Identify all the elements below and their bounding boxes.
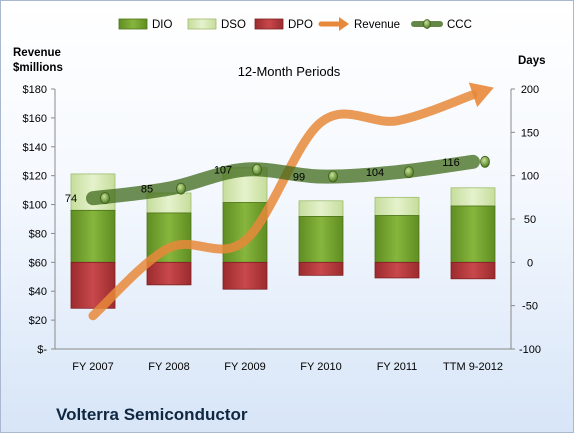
dpo-bar bbox=[146, 261, 192, 286]
right-tick-label: 200 bbox=[521, 84, 539, 96]
right-tick-label: 50 bbox=[524, 214, 536, 226]
ccc-data-label: 116 bbox=[442, 157, 460, 169]
legend-swatch-dio bbox=[118, 18, 148, 30]
left-tick-label: $140 bbox=[23, 142, 47, 154]
chart-title: 12-Month Periods bbox=[238, 64, 341, 79]
left-tick-label: $20 bbox=[29, 315, 47, 327]
left-tick-label: $40 bbox=[29, 286, 47, 298]
left-tick-label: $60 bbox=[29, 257, 47, 269]
revenue-line bbox=[88, 90, 478, 321]
ccc-data-label: 74 bbox=[65, 193, 77, 205]
dio-bar bbox=[70, 209, 116, 263]
x-tick-label: FY 2008 bbox=[148, 361, 189, 373]
company-name: Volterra Semiconductor bbox=[56, 405, 248, 424]
x-axis-labels: FY 2007 FY 2008 FY 2009 FY 2010 FY 2011 TTM 9… bbox=[72, 361, 503, 373]
dpo-bar bbox=[298, 261, 344, 276]
dso-bar bbox=[298, 200, 344, 217]
x-tick-label: FY 2010 bbox=[300, 361, 341, 373]
dio-bar bbox=[374, 215, 420, 263]
right-tick-label: 150 bbox=[521, 127, 539, 139]
left-axis-title-line1: Revenue bbox=[13, 47, 61, 59]
x-tick-label: FY 2011 bbox=[377, 361, 418, 373]
x-tick-label: TTM 9-2012 bbox=[443, 361, 503, 373]
ccc-marker bbox=[100, 192, 110, 205]
dio-bar bbox=[298, 215, 344, 263]
x-tick-label: FY 2009 bbox=[224, 361, 265, 373]
right-tick-label: -50 bbox=[522, 301, 538, 313]
legend-swatch-dso bbox=[187, 18, 217, 30]
ccc-data-label: 99 bbox=[293, 172, 305, 184]
legend: DIO DSO DPO Revenue CCC bbox=[118, 17, 472, 31]
dpo-bar bbox=[374, 261, 420, 279]
lines: 74 85 107 99 104 116 bbox=[65, 82, 494, 321]
left-tick-label: $120 bbox=[23, 171, 47, 183]
dpo-bar bbox=[450, 261, 496, 280]
dso-bar bbox=[374, 196, 420, 216]
ccc-data-label: 107 bbox=[214, 165, 232, 177]
legend-label-revenue: Revenue bbox=[354, 19, 400, 31]
legend-label-dpo: DPO bbox=[288, 19, 313, 31]
right-tick-label: 0 bbox=[527, 257, 533, 269]
legend-label-ccc: CCC bbox=[447, 19, 472, 31]
dio-bar bbox=[222, 202, 268, 263]
right-axis-ticks: -100 -50 0 50 100 150 200 bbox=[511, 84, 541, 356]
legend-label-dio: DIO bbox=[152, 19, 173, 31]
revenue-arrowhead bbox=[468, 82, 494, 108]
legend-ccc-marker bbox=[423, 19, 431, 29]
ccc-marker bbox=[480, 155, 490, 168]
left-tick-label: $- bbox=[37, 344, 47, 356]
legend-revenue-arrowhead bbox=[339, 17, 349, 31]
left-tick-label: $180 bbox=[23, 84, 47, 96]
ccc-marker bbox=[328, 170, 338, 183]
legend-swatch-dpo bbox=[254, 18, 284, 30]
right-axis-title: Days bbox=[518, 55, 546, 67]
dpo-bar bbox=[222, 261, 268, 290]
left-tick-label: $80 bbox=[29, 228, 47, 240]
legend-label-dso: DSO bbox=[221, 19, 246, 31]
ccc-data-label: 85 bbox=[141, 184, 153, 196]
ccc-marker bbox=[176, 182, 186, 195]
dso-bar bbox=[450, 187, 496, 207]
left-axis-title-line2: $millions bbox=[13, 62, 63, 74]
ccc-marker bbox=[252, 163, 262, 176]
ccc-marker bbox=[404, 166, 414, 179]
right-tick-label: 100 bbox=[521, 171, 539, 183]
x-tick-label: FY 2007 bbox=[72, 361, 113, 373]
dio-bar bbox=[450, 205, 496, 263]
ccc-data-label: 104 bbox=[366, 167, 384, 179]
left-tick-label: $100 bbox=[23, 200, 47, 212]
right-tick-label: -100 bbox=[519, 344, 541, 356]
left-axis-ticks: $- $20 $40 $60 $80 $100 $120 $140 $160 $180 bbox=[23, 84, 55, 356]
left-tick-label: $160 bbox=[23, 113, 47, 125]
